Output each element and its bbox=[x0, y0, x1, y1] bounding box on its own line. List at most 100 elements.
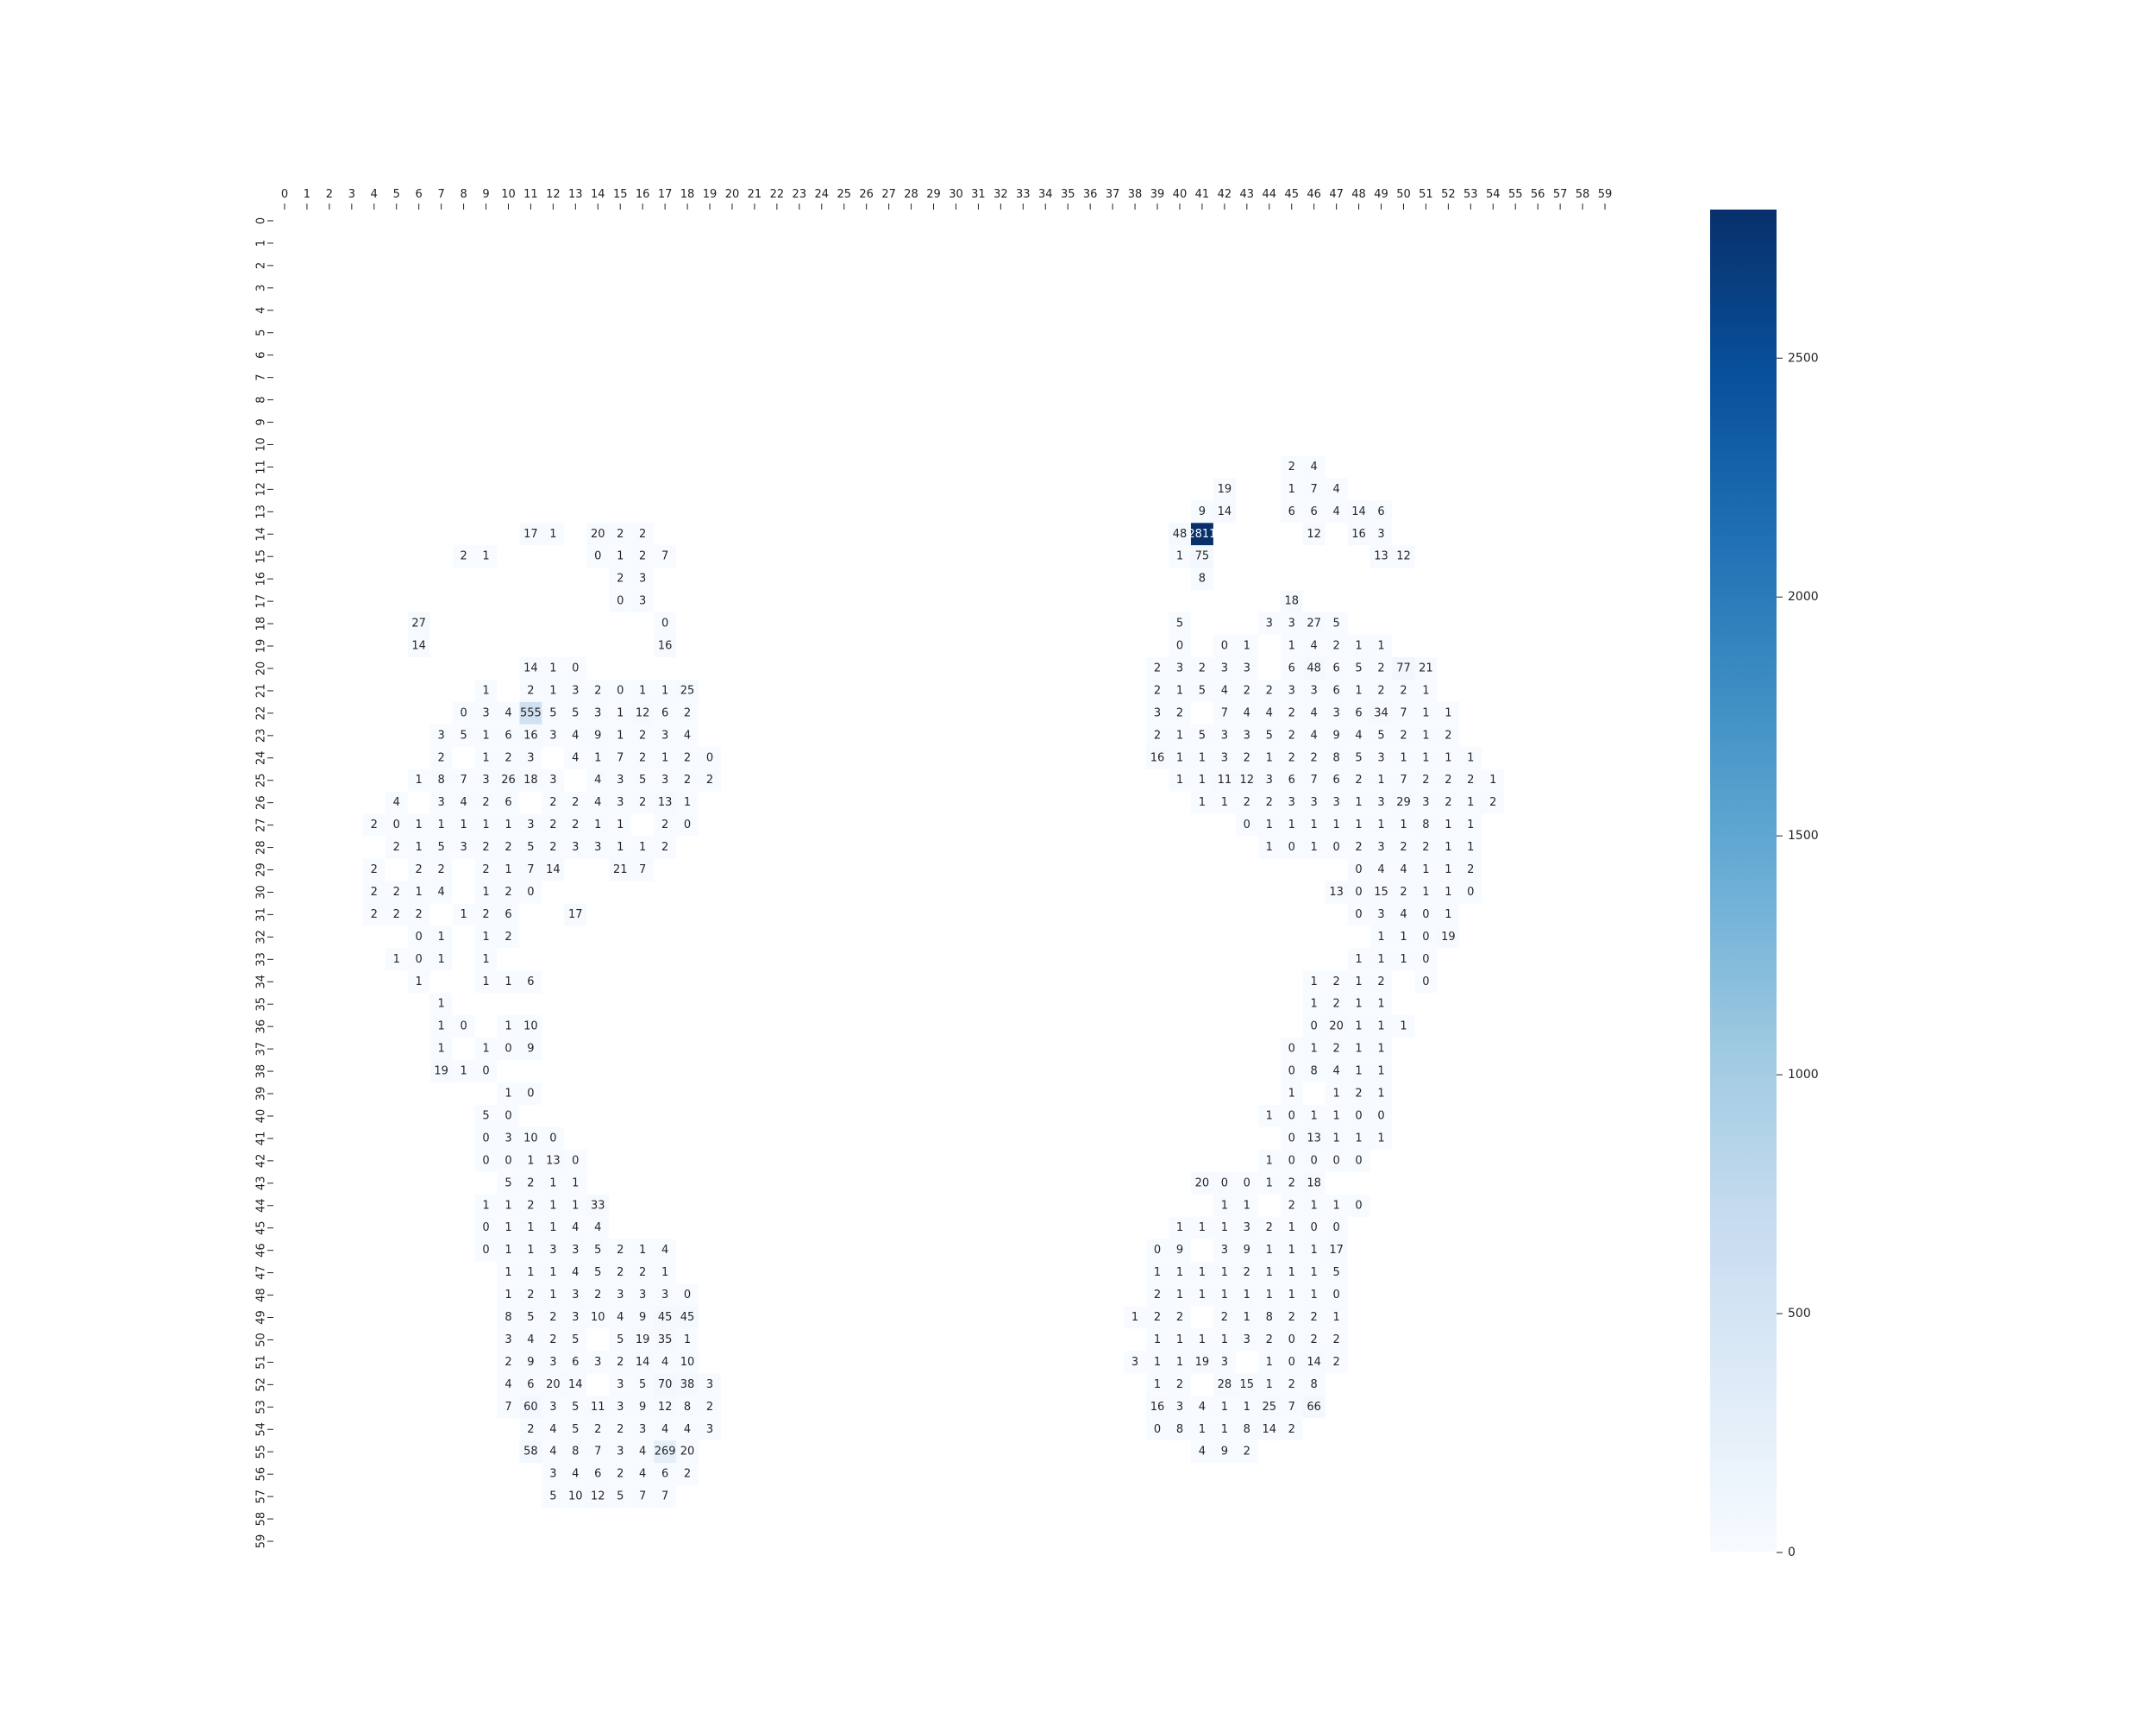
heatmap-cell-label: 1 bbox=[505, 1020, 511, 1033]
heatmap-cell bbox=[542, 1351, 565, 1374]
heatmap-cell bbox=[609, 836, 632, 859]
heatmap-cell-label: 2 bbox=[416, 863, 423, 876]
heatmap-cells bbox=[362, 455, 1505, 1509]
heatmap-cell bbox=[1213, 1351, 1236, 1374]
heatmap-cell-label: 3 bbox=[437, 729, 444, 742]
heatmap-cell bbox=[1392, 903, 1415, 926]
heatmap-cell-label: 8 bbox=[1422, 819, 1429, 831]
heatmap-cell-label: 1 bbox=[1355, 1043, 1362, 1056]
heatmap-cell bbox=[1235, 1440, 1258, 1464]
heatmap-cell bbox=[586, 701, 610, 724]
heatmap-cell bbox=[1302, 635, 1326, 657]
heatmap-cell-label: 1 bbox=[1355, 975, 1362, 988]
heatmap-cell bbox=[1325, 724, 1348, 747]
heatmap-cell-label: 7 bbox=[1288, 1401, 1295, 1414]
y-tick-label: 31 bbox=[255, 907, 268, 922]
heatmap-cell-label: 1 bbox=[505, 975, 511, 988]
heatmap-cell-label: 2 bbox=[1221, 1311, 1228, 1324]
heatmap-cell bbox=[497, 1216, 520, 1239]
heatmap-cell bbox=[1369, 903, 1393, 926]
heatmap-cell bbox=[1280, 1105, 1303, 1127]
heatmap-cell bbox=[1369, 768, 1393, 792]
heatmap-cell bbox=[1437, 746, 1460, 769]
heatmap-cell-label: 2 bbox=[684, 751, 691, 764]
heatmap-cell bbox=[407, 948, 430, 971]
heatmap-cell bbox=[497, 1082, 520, 1105]
heatmap-cell bbox=[429, 993, 453, 1016]
heatmap-cell-label: 2 bbox=[684, 774, 691, 787]
heatmap-cell-label: 2 bbox=[1400, 886, 1407, 899]
heatmap-cell-label: 1 bbox=[1154, 1266, 1161, 1279]
heatmap-cell-label: 3 bbox=[549, 1356, 556, 1369]
heatmap-cell bbox=[1392, 858, 1415, 881]
heatmap-cell-label: 16 bbox=[1150, 1401, 1165, 1414]
heatmap-cell-label: 13 bbox=[1307, 1132, 1321, 1145]
heatmap-cell-label: 1 bbox=[1445, 908, 1451, 921]
heatmap-cell-label: 7 bbox=[617, 751, 624, 764]
heatmap-cell bbox=[1213, 1239, 1236, 1262]
heatmap-cell-label: 1 bbox=[437, 998, 444, 1011]
x-tick-label: 1 bbox=[304, 188, 310, 201]
heatmap-cell-label: 6 bbox=[1311, 505, 1318, 518]
heatmap-cell bbox=[1213, 1328, 1236, 1352]
heatmap-cell bbox=[1347, 1038, 1370, 1061]
heatmap-cell bbox=[1302, 500, 1326, 524]
heatmap-cell-label: 1 bbox=[1332, 819, 1339, 831]
heatmap-cell-label: 1 bbox=[460, 908, 467, 921]
heatmap-cell-label: 5 bbox=[594, 1244, 601, 1257]
heatmap-cell bbox=[429, 768, 453, 792]
heatmap-cell bbox=[429, 925, 453, 949]
heatmap-cell bbox=[1190, 746, 1213, 769]
heatmap-cell-label: 0 bbox=[1244, 819, 1250, 831]
heatmap-cell bbox=[564, 1328, 587, 1352]
y-tick-label: 4 bbox=[255, 307, 268, 314]
heatmap-cell-label: 2 bbox=[1489, 796, 1496, 809]
x-tick-label: 9 bbox=[482, 188, 489, 201]
x-tick-label: 48 bbox=[1351, 188, 1366, 201]
y-tick-label: 22 bbox=[255, 706, 268, 721]
heatmap-cell-label: 1 bbox=[1377, 931, 1384, 944]
heatmap-cell-label: 2 bbox=[1377, 975, 1384, 988]
heatmap-cell bbox=[609, 813, 632, 837]
y-tick-label: 53 bbox=[255, 1400, 268, 1414]
heatmap-cell bbox=[1459, 791, 1482, 814]
heatmap-cell bbox=[1437, 836, 1460, 859]
heatmap-cell bbox=[676, 1440, 699, 1464]
heatmap-cell-label: 2 bbox=[549, 1311, 556, 1324]
heatmap-cell-label: 20 bbox=[680, 1446, 695, 1458]
heatmap-cell bbox=[676, 679, 699, 702]
heatmap-cell-label: 9 bbox=[1199, 505, 1206, 518]
heatmap-cell-label: 14 bbox=[636, 1356, 650, 1369]
x-tick-label: 7 bbox=[437, 188, 444, 201]
heatmap-cell bbox=[1213, 500, 1236, 524]
heatmap-cell-label: 15 bbox=[1374, 886, 1388, 899]
heatmap-cell-label: 6 bbox=[527, 975, 534, 988]
heatmap-cell-label: 8 bbox=[437, 774, 444, 787]
heatmap-cell bbox=[1280, 813, 1303, 837]
x-tick-label: 40 bbox=[1173, 188, 1188, 201]
heatmap-cell bbox=[564, 1306, 587, 1329]
heatmap-cell-label: 1 bbox=[482, 729, 489, 742]
heatmap-cell bbox=[1414, 724, 1438, 747]
heatmap-cell bbox=[1369, 925, 1393, 949]
heatmap-cell bbox=[609, 746, 632, 769]
heatmap-cell-label: 6 bbox=[1288, 662, 1295, 674]
heatmap-cell bbox=[586, 813, 610, 837]
heatmap-cell-label: 5 bbox=[572, 1423, 579, 1436]
heatmap-cell-label: 3 bbox=[1377, 908, 1384, 921]
heatmap-cell bbox=[1169, 1328, 1191, 1352]
heatmap-cell-label: 1 bbox=[1355, 1132, 1362, 1145]
heatmap-cell bbox=[1257, 1171, 1281, 1195]
heatmap-cell-label: 3 bbox=[1244, 1221, 1250, 1234]
heatmap-cell bbox=[609, 523, 632, 546]
heatmap-cell-label: 3 bbox=[527, 819, 534, 831]
heatmap-cell bbox=[1169, 746, 1191, 769]
heatmap-cell bbox=[1169, 1396, 1191, 1419]
heatmap-cell-label: 1 bbox=[416, 774, 423, 787]
colorbar: 0 500 1000 1500 2000 2500 bbox=[1710, 210, 1819, 1559]
heatmap-cell bbox=[497, 768, 520, 792]
y-tick-label: 58 bbox=[255, 1512, 268, 1527]
heatmap-cell-label: 2 bbox=[1266, 796, 1273, 809]
heatmap-cell-label: 5 bbox=[505, 1176, 511, 1189]
heatmap-cell-label: 4 bbox=[1311, 461, 1318, 474]
